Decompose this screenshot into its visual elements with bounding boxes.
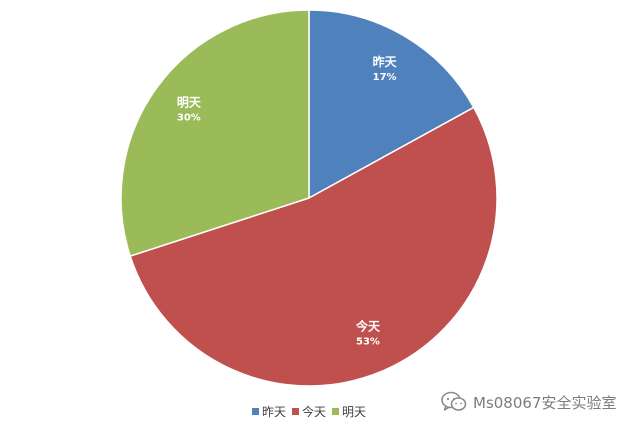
legend-swatch-tomorrow: [332, 408, 340, 415]
legend-swatch-yesterday: [252, 408, 259, 415]
wechat-icon: [441, 391, 467, 411]
slices-layer: [120, 9, 498, 387]
legend-label-tomorrow: 明天: [342, 405, 367, 419]
legend: 昨天 今天 明天: [252, 403, 366, 420]
watermark: Ms08067安全实验室: [441, 391, 616, 413]
legend-item-today: 今天: [292, 403, 326, 420]
pie-slice-today: [129, 106, 498, 387]
slice-label-yesterday: 昨天: [373, 54, 398, 69]
legend-swatch-today: [292, 408, 300, 415]
slice-label-today: 今天: [355, 318, 381, 333]
slice-value-yesterday: 17%: [373, 72, 397, 83]
labels-layer: 昨天 17% 今天 53% 明天 30%: [177, 54, 398, 347]
legend-item-yesterday: 昨天: [252, 403, 286, 420]
legend-label-yesterday: 昨天: [262, 405, 287, 419]
slice-label-tomorrow: 明天: [177, 96, 202, 110]
watermark-text: Ms08067安全实验室: [473, 393, 617, 412]
legend-label-today: 今天: [302, 405, 327, 419]
legend-item-tomorrow: 明天: [332, 403, 366, 420]
pie-slice-yesterday: [308, 9, 475, 200]
slice-value-tomorrow: 30%: [177, 113, 201, 124]
pie-slice-tomorrow: [120, 9, 310, 258]
slice-value-today: 53%: [356, 336, 380, 347]
